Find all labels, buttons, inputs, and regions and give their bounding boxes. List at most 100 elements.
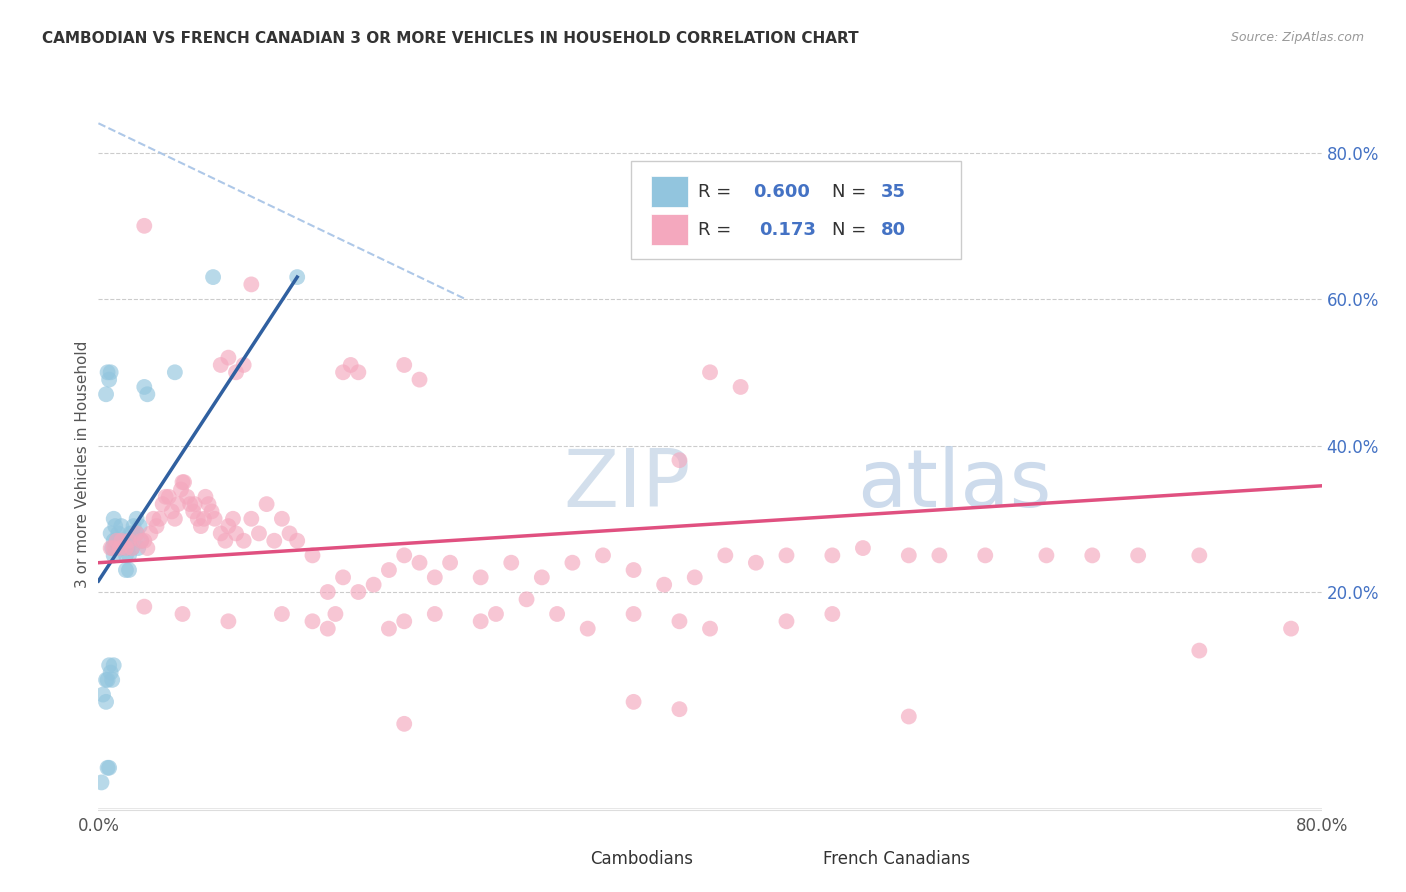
Point bbox=[668, 453, 690, 467]
Point bbox=[217, 519, 239, 533]
Point bbox=[101, 673, 124, 687]
Point bbox=[105, 533, 128, 548]
Point bbox=[225, 526, 247, 541]
Point bbox=[332, 570, 354, 584]
Point bbox=[339, 358, 361, 372]
Point bbox=[111, 541, 134, 555]
FancyBboxPatch shape bbox=[651, 214, 688, 245]
Point bbox=[160, 504, 183, 518]
Point bbox=[103, 549, 125, 563]
Point bbox=[134, 533, 156, 548]
Point bbox=[974, 549, 997, 563]
Point bbox=[270, 512, 292, 526]
Point bbox=[170, 483, 193, 497]
Point bbox=[1188, 549, 1211, 563]
Point bbox=[136, 541, 159, 555]
Point bbox=[683, 570, 706, 584]
Point bbox=[897, 549, 920, 563]
Point bbox=[94, 387, 117, 401]
Point bbox=[561, 556, 583, 570]
Point bbox=[97, 365, 120, 379]
Point bbox=[127, 541, 149, 555]
FancyBboxPatch shape bbox=[783, 847, 814, 871]
Point bbox=[1188, 643, 1211, 657]
Point bbox=[200, 504, 222, 518]
Point bbox=[699, 622, 721, 636]
Point bbox=[623, 563, 645, 577]
Point bbox=[94, 695, 117, 709]
Text: 35: 35 bbox=[882, 183, 907, 201]
Point bbox=[152, 497, 174, 511]
Point bbox=[90, 775, 112, 789]
Point bbox=[217, 615, 239, 629]
Point bbox=[202, 270, 225, 285]
FancyBboxPatch shape bbox=[630, 161, 960, 259]
Point bbox=[501, 556, 523, 570]
Point bbox=[485, 607, 508, 621]
Text: N =: N = bbox=[832, 183, 872, 201]
Text: ZIP: ZIP bbox=[564, 446, 690, 524]
Point bbox=[592, 549, 614, 563]
Point bbox=[145, 519, 167, 533]
Point bbox=[104, 519, 127, 533]
Point bbox=[332, 365, 354, 379]
Point bbox=[110, 519, 132, 533]
Point bbox=[103, 541, 125, 555]
Point bbox=[392, 358, 416, 372]
Point bbox=[470, 615, 492, 629]
Point bbox=[155, 490, 177, 504]
Point bbox=[516, 592, 538, 607]
Point bbox=[125, 526, 148, 541]
Point bbox=[392, 716, 416, 731]
Point bbox=[121, 526, 143, 541]
Point bbox=[100, 541, 122, 555]
Point bbox=[546, 607, 568, 621]
Point bbox=[897, 709, 920, 723]
Point bbox=[105, 533, 128, 548]
Point bbox=[118, 533, 141, 548]
Text: CAMBODIAN VS FRENCH CANADIAN 3 OR MORE VEHICLES IN HOUSEHOLD CORRELATION CHART: CAMBODIAN VS FRENCH CANADIAN 3 OR MORE V… bbox=[42, 31, 859, 46]
Point bbox=[408, 556, 430, 570]
Point bbox=[270, 607, 292, 621]
Point bbox=[121, 541, 143, 555]
Point bbox=[256, 497, 278, 511]
Point bbox=[530, 570, 553, 584]
Point bbox=[240, 277, 263, 292]
Point bbox=[209, 526, 232, 541]
Point bbox=[240, 512, 263, 526]
Point bbox=[125, 512, 148, 526]
Point bbox=[217, 351, 239, 365]
Point bbox=[714, 549, 737, 563]
Point bbox=[103, 512, 125, 526]
FancyBboxPatch shape bbox=[551, 847, 582, 871]
Point bbox=[623, 607, 645, 621]
Point bbox=[745, 556, 768, 570]
Point bbox=[247, 526, 270, 541]
Point bbox=[117, 541, 139, 555]
Point bbox=[347, 365, 370, 379]
Point bbox=[668, 702, 690, 716]
Point bbox=[576, 622, 599, 636]
Point bbox=[285, 270, 308, 285]
Point bbox=[118, 549, 141, 563]
FancyBboxPatch shape bbox=[651, 176, 688, 208]
Point bbox=[1128, 549, 1150, 563]
Point bbox=[100, 665, 122, 680]
Point bbox=[1035, 549, 1057, 563]
Point bbox=[134, 219, 156, 233]
Point bbox=[101, 541, 124, 555]
Point bbox=[204, 512, 226, 526]
Point bbox=[149, 512, 172, 526]
Point bbox=[470, 570, 492, 584]
Point bbox=[263, 533, 285, 548]
Point bbox=[232, 358, 254, 372]
Point bbox=[363, 577, 385, 591]
Point bbox=[122, 519, 145, 533]
Point bbox=[100, 526, 122, 541]
Point bbox=[163, 512, 186, 526]
Point bbox=[98, 761, 121, 775]
Text: Source: ZipAtlas.com: Source: ZipAtlas.com bbox=[1230, 31, 1364, 45]
Point bbox=[112, 533, 135, 548]
Point bbox=[301, 549, 323, 563]
Point bbox=[110, 533, 132, 548]
